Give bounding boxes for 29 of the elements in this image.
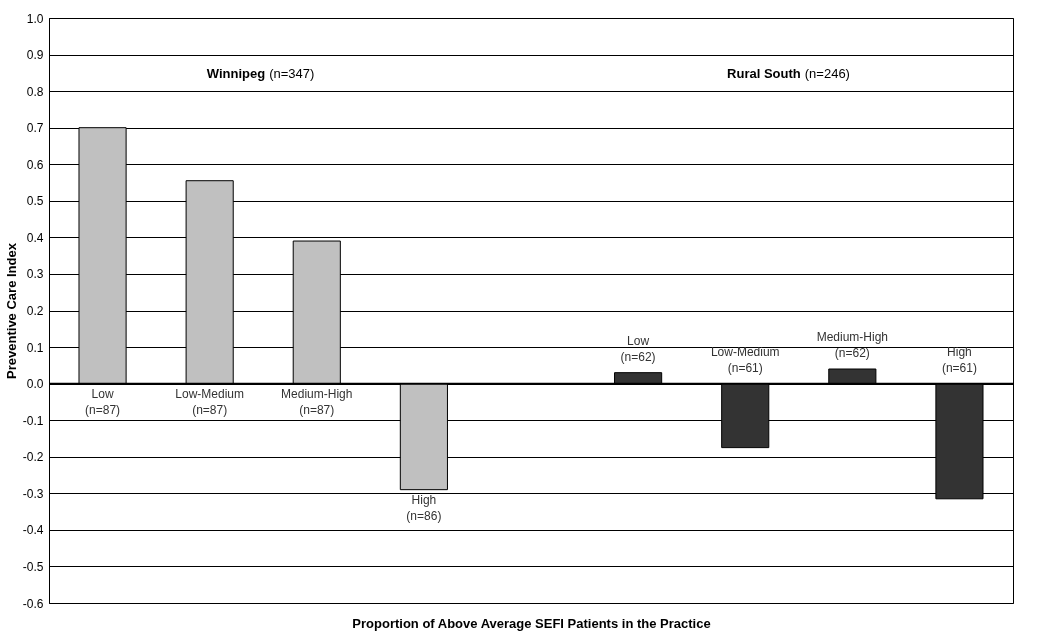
y-tick-label: 1.0 (26, 11, 44, 26)
x-tick-label: Low-Medium (n=87) (175, 386, 245, 417)
y-axis-title: Preventive Care Index (3, 242, 19, 379)
text: Winnipeg (n=347) (206, 65, 315, 81)
y-tick-label: 0.3 (26, 267, 44, 282)
y-tick-label: -0.6 (22, 596, 44, 611)
y-tick-label: 0.5 (26, 194, 44, 209)
y-tick-label: 0.7 (26, 121, 44, 136)
x-tick-label: High (n=61) (941, 344, 977, 375)
text: Rural South (n=246) (727, 65, 850, 81)
x-tick-label: Low-Medium (n=61) (710, 344, 780, 375)
x-tick-label: Low (n=62) (620, 333, 656, 364)
y-tick-label: 0.1 (26, 340, 44, 355)
x-tick-label: High (n=86) (406, 492, 442, 523)
y-tick-label: -0.5 (22, 559, 44, 574)
y-tick-label: 0.9 (26, 48, 44, 63)
y-tick-label: 0.4 (26, 230, 44, 245)
y-tick-label: 0.8 (26, 84, 44, 99)
y-tick-label: 0.0 (26, 377, 44, 392)
x-axis-title: Proportion of Above Average SEFI Patients in the Practice (352, 615, 711, 631)
x-tick-label: Medium-High (n=62) (816, 330, 889, 360)
y-tick-label: -0.4 (22, 523, 44, 538)
y-tick-label: -0.2 (22, 450, 44, 465)
x-tick-label: Low (n=87) (85, 386, 121, 417)
y-tick-label: 0.2 (26, 304, 44, 318)
x-tick-label: Medium-High (n=87) (281, 386, 353, 417)
y-tick-label: -0.1 (22, 413, 44, 428)
y-tick-label: -0.3 (22, 486, 44, 501)
y-tick-label: 0.6 (26, 157, 44, 172)
